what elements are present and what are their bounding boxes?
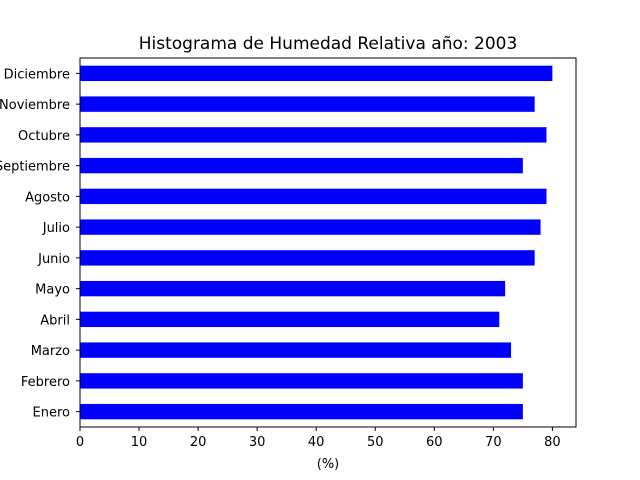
bar-junio <box>80 250 535 266</box>
y-tick-label: Abril <box>40 313 70 328</box>
plot-frame <box>79 57 577 428</box>
bars-group <box>80 65 553 420</box>
y-tick-label: Noviembre <box>0 98 70 113</box>
y-tick-label: Octubre <box>18 129 70 144</box>
bar-julio <box>80 219 541 235</box>
x-tick-label: 0 <box>76 435 84 450</box>
y-tick-label: Agosto <box>25 190 70 205</box>
y-axis: Enero Febrero Marzo Abril Mayo Junio Julio Agos… <box>0 67 80 421</box>
bar-febrero <box>80 373 523 389</box>
y-tick-label: Diciembre <box>4 67 70 82</box>
x-tick-label: 50 <box>367 435 384 450</box>
bar-agosto <box>80 188 547 205</box>
y-tick-label: Junio <box>37 252 70 267</box>
y-tick-label: Marzo <box>31 344 70 359</box>
x-tick-label: 30 <box>249 435 266 450</box>
y-tick-label: Febrero <box>21 375 70 390</box>
x-tick-label: 60 <box>426 435 443 450</box>
x-axis-label: (%) <box>317 457 340 472</box>
bar-septiembre <box>80 157 523 174</box>
bar-abril <box>80 311 500 328</box>
x-axis: 0 10 20 30 40 50 60 70 80 <box>76 427 561 450</box>
chart-title: Histograma de Humedad Relativa año: 2003 <box>139 34 518 54</box>
bar-marzo <box>80 342 512 358</box>
x-tick-label: 80 <box>544 435 561 450</box>
y-tick-label: Mayo <box>35 283 70 298</box>
x-tick-label: 20 <box>190 435 207 450</box>
x-tick-label: 40 <box>308 435 325 450</box>
bar-diciembre <box>80 65 553 82</box>
y-tick-label: Enero <box>33 406 71 421</box>
bar-octubre <box>80 127 547 143</box>
y-tick-label: Julio <box>42 221 70 236</box>
bar-enero <box>80 403 523 420</box>
y-tick-label: Septiembre <box>0 160 70 175</box>
x-tick-label: 70 <box>485 435 502 450</box>
bar-noviembre <box>80 96 535 112</box>
x-tick-label: 10 <box>131 435 148 450</box>
bar-mayo <box>80 280 506 297</box>
